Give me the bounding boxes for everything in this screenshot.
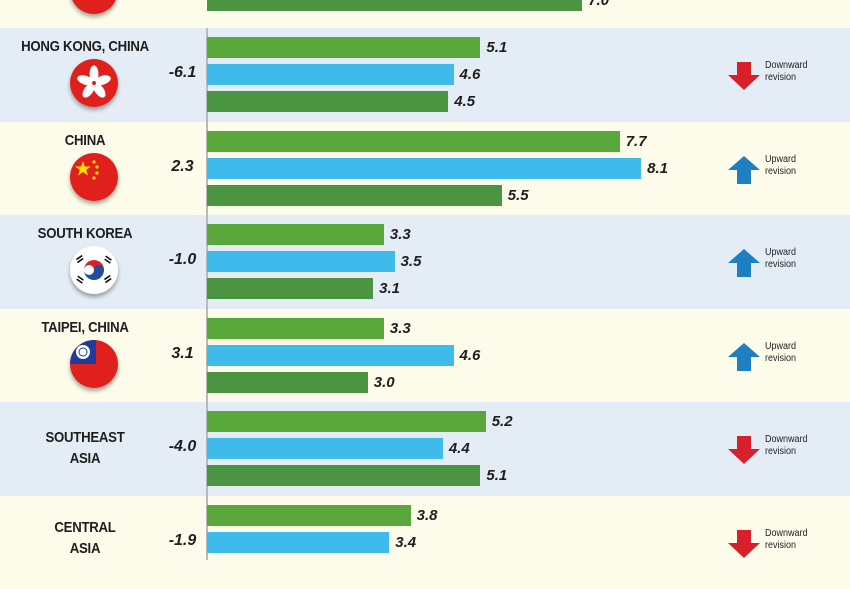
row-5-name-line-1: SOUTHEAST (10, 428, 160, 447)
row-6-bar-label-2: 3.4 (395, 532, 416, 553)
row-5-growth-value: -4.0 (150, 438, 215, 456)
row-2-bar-label-3: 5.5 (508, 185, 529, 206)
taipei-flag-icon (70, 340, 118, 388)
row-1-bar-label-1: 5.1 (486, 37, 507, 58)
row-6-growth-value: -1.9 (150, 532, 215, 550)
row-1-bar-2 (207, 64, 454, 85)
row-6-name-line-2: ASIA (10, 539, 160, 558)
downward-arrow-icon (728, 530, 760, 558)
row-1-bar-label-3: 4.5 (454, 91, 475, 112)
row-4-bar-label-1: 3.3 (390, 318, 411, 339)
row-3-name: SOUTH KOREA (10, 224, 160, 243)
row-2-bar-label-1: 7.7 (626, 131, 647, 152)
row-1-name: HONG KONG, CHINA (10, 37, 160, 56)
south-korea-flag-icon (70, 246, 118, 294)
row-4-growth-value: 3.1 (150, 345, 215, 363)
china-flag-icon (70, 153, 118, 201)
row-5-bar-2 (207, 438, 443, 459)
row-1-bar-3 (207, 91, 448, 112)
row-2-bar-label-2: 8.1 (647, 158, 668, 179)
row-4-bar-3 (207, 372, 368, 393)
row-2-growth-value: 2.3 (150, 158, 215, 176)
row-3-revision-line-1: Upward (765, 247, 796, 258)
row-5-bar-3 (207, 465, 480, 486)
hong-kong-flag-icon (70, 59, 118, 107)
row-4-revision-line-2: revision (765, 353, 796, 364)
row-5-name-line-2: ASIA (10, 449, 160, 468)
row-4-bar-label-2: 4.6 (460, 345, 481, 366)
row-3-bar-1 (207, 224, 384, 245)
row-5-bar-label-1: 5.2 (492, 411, 513, 432)
row-6-revision-line-1: Downward (765, 528, 808, 539)
row-3-growth-value: -1.0 (150, 251, 215, 269)
row-6-revision-line-2: revision (765, 540, 796, 551)
row-2-revision-line-1: Upward (765, 154, 796, 165)
row-2-revision-line-2: revision (765, 166, 796, 177)
row-2-name: CHINA (10, 131, 160, 150)
upward-arrow-icon (728, 343, 760, 371)
row-2-bar-3 (207, 185, 502, 206)
row-4-bar-label-3: 3.0 (374, 372, 395, 393)
downward-arrow-icon (728, 436, 760, 464)
row-1-growth-value: -6.1 (150, 64, 215, 82)
partial-row-bar-3 (207, 0, 582, 11)
row-4-name: TAIPEI, CHINA (10, 318, 160, 337)
row-5-bar-label-3: 5.1 (486, 465, 507, 486)
row-3-revision-line-2: revision (765, 259, 796, 270)
row-5-revision-line-2: revision (765, 446, 796, 457)
row-1-revision-line-2: revision (765, 72, 796, 83)
row-3-bar-label-2: 3.5 (401, 251, 422, 272)
row-5-bar-label-2: 4.4 (449, 438, 470, 459)
row-5-bar-1 (207, 411, 486, 432)
row-4-bar-1 (207, 318, 384, 339)
row-6-bar-1 (207, 505, 411, 526)
row-6-bar-label-1: 3.8 (417, 505, 438, 526)
row-3-bar-2 (207, 251, 395, 272)
row-5-revision-line-1: Downward (765, 434, 808, 445)
upward-arrow-icon (728, 156, 760, 184)
row-1-bar-1 (207, 37, 480, 58)
upward-arrow-icon (728, 249, 760, 277)
row-1-bar-label-2: 4.6 (460, 64, 481, 85)
row-3-bar-label-3: 3.1 (379, 278, 400, 299)
row-2-bar-1 (207, 131, 620, 152)
row-6-bar-2 (207, 532, 389, 553)
row-4-revision-line-1: Upward (765, 341, 796, 352)
row-6-name-line-1: CENTRAL (10, 518, 160, 537)
row-3-bar-label-1: 3.3 (390, 224, 411, 245)
row-3-bar-3 (207, 278, 373, 299)
row-4-bar-2 (207, 345, 454, 366)
row-2-bar-2 (207, 158, 641, 179)
downward-arrow-icon (728, 62, 760, 90)
row-1-revision-line-1: Downward (765, 60, 808, 71)
partial-row-bar-label-3: 7.0 (588, 0, 609, 11)
